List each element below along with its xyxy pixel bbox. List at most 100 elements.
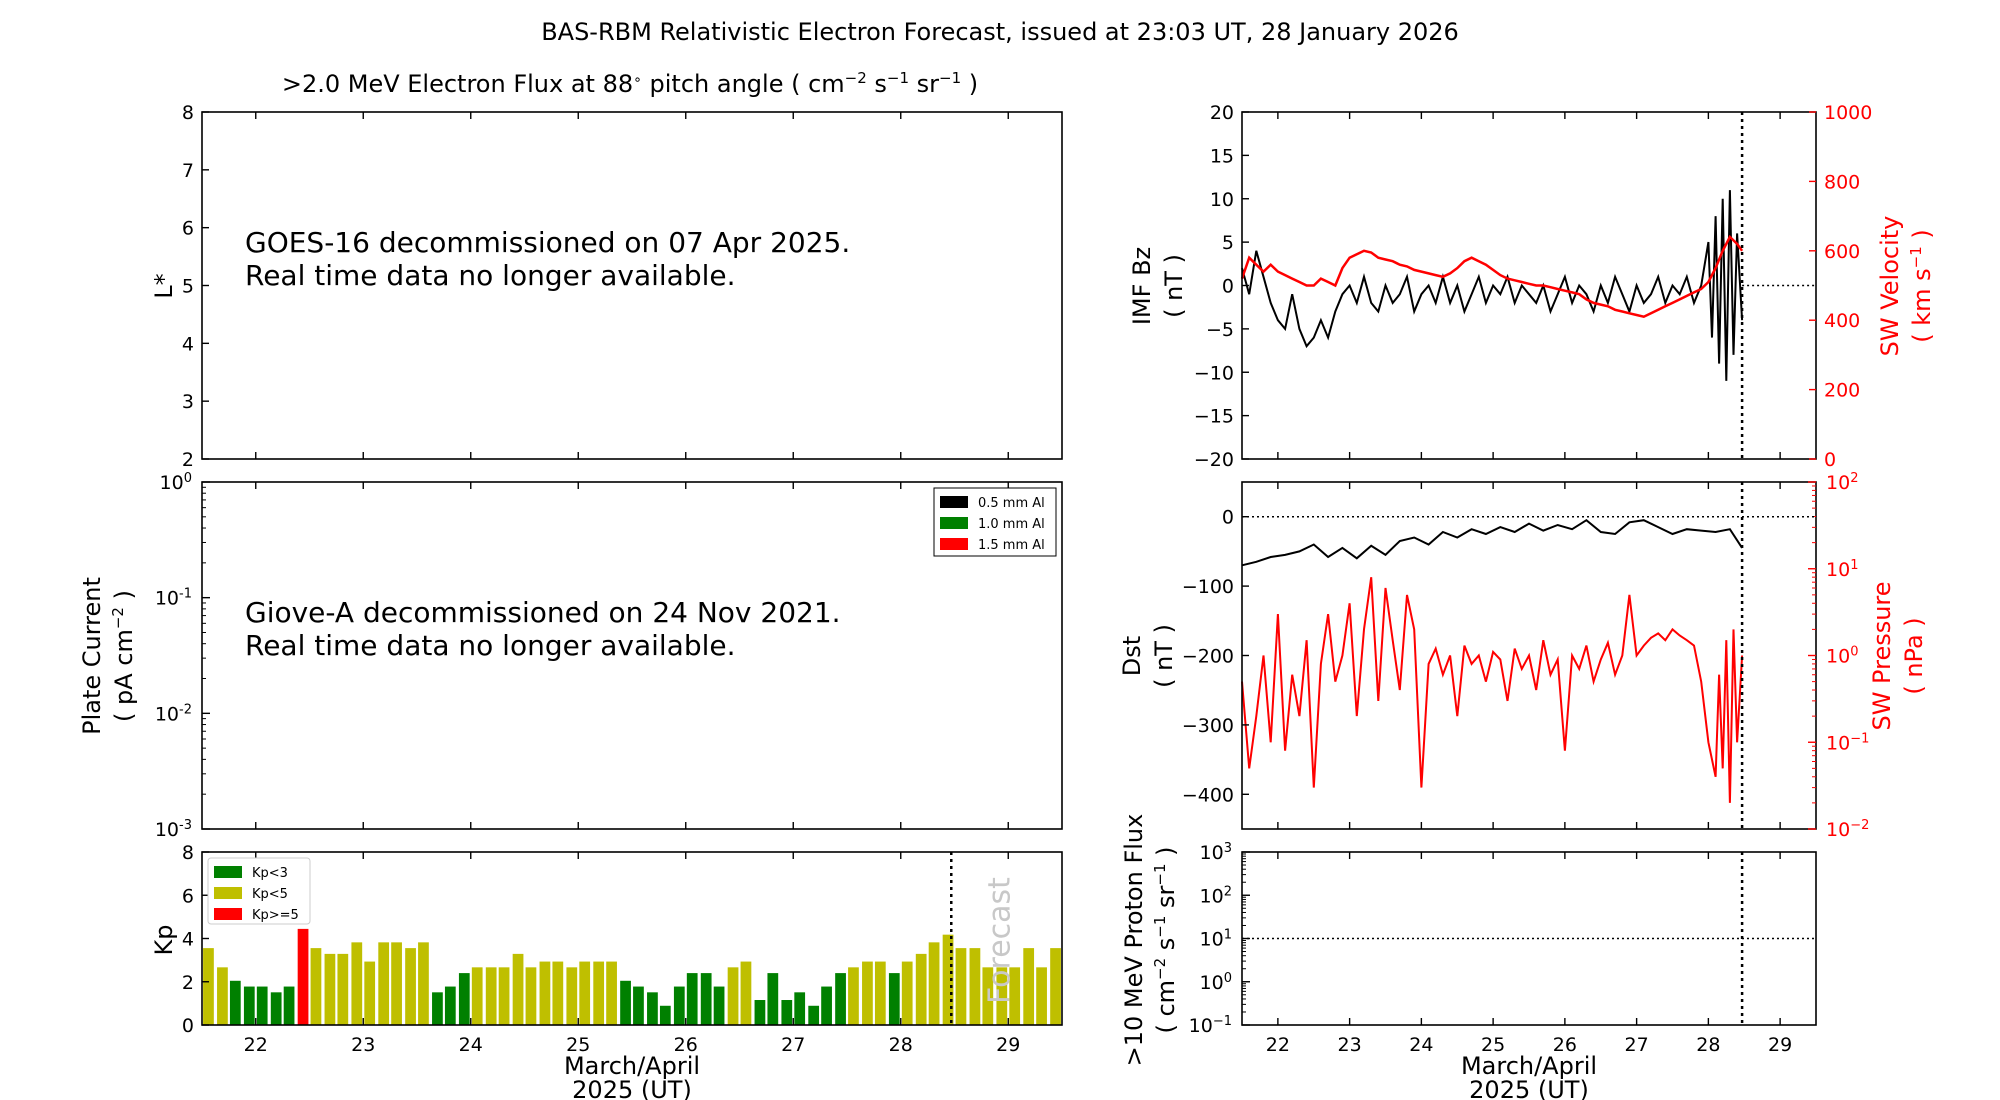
kp-bar [781,1000,793,1025]
kp-bar [432,992,443,1025]
x-tick-label: 26 [1553,1034,1577,1056]
x-axis-label-left-line2: 2025 (UT) [572,1076,692,1100]
y-tick-label: 5 [182,276,194,298]
y-tick-label: −400 [1182,784,1234,806]
y-tick-label: −100 [1182,576,1234,598]
kp-bar [471,967,483,1025]
kp-bar [862,961,873,1025]
kp-bar [217,967,228,1025]
sw-velocity-ylabel: SW Velocity [1876,216,1904,357]
x-tick-label: 24 [1409,1034,1433,1056]
y-tick-label: 15 [1210,145,1234,167]
y-tick-label: 10−2 [1826,818,1869,842]
y-tick-label: −20 [1194,449,1234,471]
legend-swatch [940,517,968,529]
electron-flux-panel: >2.0 MeV Electron Flux at 88∘ pitch angl… [150,69,1063,471]
kp-legend-swatch [214,866,242,878]
plate-current-legend: 0.5 mm Al 1.0 mm Al 1.5 mm Al [933,487,1057,557]
y-tick-label: 103 [1200,841,1232,865]
sw-velocity-series [1240,234,1744,319]
kp-bar [525,967,537,1025]
dst-pressure-panel: −400 −300 −200 −100 0 10−2 10−1 100 101 102 Dst (… [1118,471,1928,842]
dst-ylabel-units: ( nT ) [1150,624,1178,688]
x-tick-label: 28 [889,1034,913,1056]
y-tick-label: 0 [1222,507,1234,529]
kp-bar [364,961,376,1025]
kp-bar [955,948,967,1025]
x-tick-label: 26 [674,1034,698,1056]
x-tick-label: 28 [1696,1034,1720,1056]
kp-legend-swatch [214,887,242,899]
y-tick-label: 200 [1824,380,1860,402]
kp-bar [767,973,779,1025]
legend-label: 1.5 mm Al [978,538,1045,553]
y-tick-label: 400 [1824,310,1860,332]
proton-flux-panel: 10−1 100 101 102 103 22 23 24 25 26 27 28 29 >10 Me… [1120,814,1817,1100]
kp-bar [821,986,832,1025]
y-tick-label: 0 [1222,276,1234,298]
y-tick-label: 4 [182,929,194,951]
x-axis-label-left: March/April [564,1052,700,1080]
y-tick-label: 3 [182,391,194,413]
sw-velocity-ylabel-units: ( km s−1 ) [1907,229,1936,343]
kp-bar [256,986,268,1025]
sw-pressure-ylabel-units: ( nPa ) [1900,617,1928,694]
kp-bar [418,942,429,1025]
kp-bar [754,1000,766,1025]
kp-bar [498,967,510,1025]
y-tick-label: −300 [1182,715,1234,737]
kp-bar [686,973,698,1025]
y-tick-label: 6 [182,218,194,240]
y-tick-label: 6 [182,885,194,907]
kp-legend-label: Kp>=5 [252,908,299,923]
kp-bar [405,948,416,1025]
y-tick-label: 8 [182,102,194,124]
x-tick-label: 25 [566,1034,590,1056]
kp-bar [1050,948,1061,1025]
kp-bar [620,980,631,1025]
y-tick-label: 101 [1200,927,1232,951]
y-tick-label: 7 [182,160,194,182]
kp-bar [391,942,402,1025]
plate-current-panel: 100 10-1 10-2 10-3 Plate Current ( pA cm−2 … [78,471,1063,841]
y-tick-label: 10−1 [1826,731,1869,755]
kp-bar [996,967,1008,1025]
page-title: BAS-RBM Relativistic Electron Forecast, … [541,18,1459,46]
y-tick-label: 800 [1824,171,1860,193]
kp-bar [982,967,994,1025]
sw-pressure-series [1241,577,1744,803]
kp-bar [794,992,806,1025]
plate-current-axes [201,481,1063,830]
x-tick-label: 22 [1266,1034,1290,1056]
y-tick-label: 600 [1824,241,1860,263]
kp-legend-label: Kp<5 [252,887,288,902]
kp-bar [444,986,456,1025]
imf-bz-series [1241,190,1744,381]
x-tick-label: 22 [244,1034,268,1056]
kp-bar [539,961,551,1025]
kp-bar [283,986,295,1025]
kp-bar [713,986,725,1025]
kp-bar [270,992,282,1025]
y-tick-label: 100 [1200,970,1232,994]
x-axis-label-right-line2: 2025 (UT) [1469,1076,1589,1100]
y-tick-label: 10 [1210,189,1234,211]
kp-bar [915,953,927,1025]
plate-current-message-line2: Real time data no longer available. [245,629,736,662]
imf-sw-axes [1241,111,1817,460]
kp-bar [835,973,846,1025]
legend-label: 1.0 mm Al [978,517,1045,532]
dst-ylabel: Dst [1118,636,1146,676]
kp-bar [324,953,336,1025]
electron-flux-ylabel: L* [150,273,178,298]
proton-flux-ylabel: >10 MeV Proton Flux [1120,814,1148,1067]
y-tick-label: −200 [1182,646,1234,668]
x-tick-label: 29 [996,1034,1020,1056]
electron-flux-message-line2: Real time data no longer available. [245,259,736,292]
y-tick-label: 100 [160,471,192,495]
kp-bar [848,967,859,1025]
legend-label: 0.5 mm Al [978,496,1045,511]
kp-legend-swatch [214,908,242,920]
